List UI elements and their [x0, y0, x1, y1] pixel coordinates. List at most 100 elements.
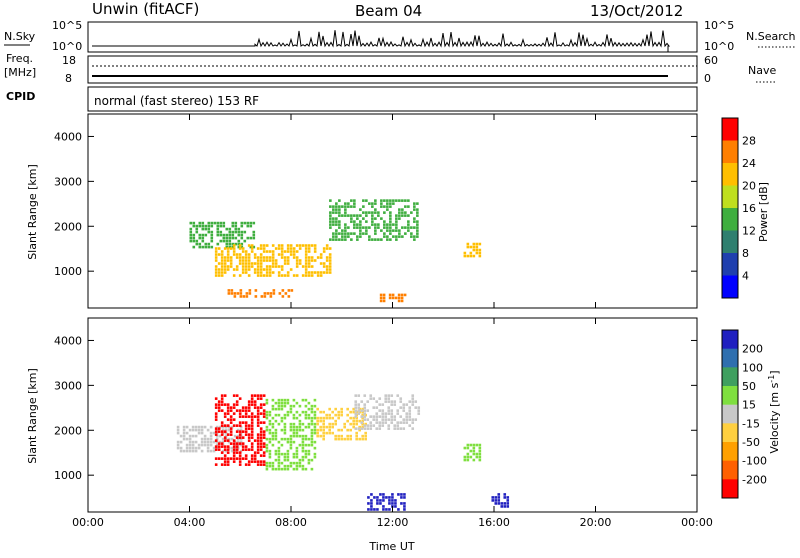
velocity-echo-cell	[215, 434, 219, 438]
power-echo-cell	[380, 229, 383, 232]
velocity-echo-cell	[250, 397, 254, 400]
power-echo-cell	[271, 271, 275, 274]
power-echo-cell	[386, 238, 389, 241]
velocity-echo-cell	[373, 496, 376, 499]
velocity-echo-cell	[226, 439, 230, 442]
velocity-echo-cell	[366, 427, 370, 430]
velocity-echo-cell	[408, 400, 412, 403]
power-echo-cell	[232, 247, 236, 250]
velocity-echo-cell	[206, 428, 210, 432]
velocity-echo-cell	[384, 400, 388, 403]
velocity-echo-cell	[463, 446, 467, 450]
power-echo-cell	[262, 244, 266, 247]
power-echo-cell	[268, 271, 272, 274]
power-echo-cell	[344, 211, 347, 214]
power-echo-cell	[278, 292, 282, 295]
power-echo-cell	[404, 205, 407, 208]
power-echo-cell	[265, 259, 269, 262]
power-echo-cell	[463, 251, 467, 255]
date-title: 13/Oct/2012	[590, 2, 683, 20]
velocity-echo-cell	[232, 454, 236, 457]
power-echo-cell	[220, 253, 224, 256]
velocity-echo-cell	[194, 434, 198, 438]
power-echo-cell	[416, 229, 419, 232]
power-echo-cell	[386, 202, 389, 205]
velocity-echo-cell	[256, 463, 260, 466]
power-panel-frame	[87, 113, 698, 309]
power-echo-cell	[268, 256, 272, 259]
power-echo-cell	[353, 202, 356, 205]
velocity-echo-cell	[367, 496, 370, 499]
velocity-colorbar-label-main: Velocity [	[768, 403, 781, 454]
velocity-echo-cell	[220, 445, 224, 448]
velocity-echo-cell	[244, 409, 248, 412]
velocity-echo-cell	[403, 505, 406, 508]
power-echo-cell	[220, 268, 224, 271]
power-echo-cell	[201, 233, 205, 237]
power-echo-cell	[220, 271, 224, 274]
power-echo-cell	[395, 235, 398, 238]
power-echo-cell	[262, 250, 266, 253]
velocity-echo-cell	[381, 409, 385, 412]
power-echo-cell	[259, 271, 263, 274]
velocity-echo-cell	[265, 413, 269, 417]
velocity-echo-cell	[229, 430, 233, 433]
velocity-echo-cell	[411, 394, 415, 397]
power-echo-cell	[377, 226, 380, 229]
velocity-echo-cell	[301, 443, 305, 447]
velocity-echo-cell	[233, 446, 237, 450]
power-echo-cell	[380, 202, 383, 205]
velocity-echo-cell	[241, 436, 245, 439]
power-echo-layer	[189, 199, 482, 303]
velocity-echo-cell	[221, 443, 225, 447]
power-echo-cell	[295, 259, 299, 262]
power-echo-cell	[220, 250, 224, 253]
velocity-echo-cell	[274, 401, 278, 405]
velocity-echo-cell	[247, 436, 251, 439]
power-echo-cell	[328, 247, 332, 250]
velocity-echo-cell	[271, 461, 275, 465]
velocity-echo-cell	[301, 437, 305, 441]
velocity-colorbar-segment	[722, 460, 738, 480]
velocity-echo-cell	[384, 397, 388, 400]
power-echo-cell	[392, 229, 395, 232]
velocity-echo-region	[265, 398, 317, 471]
velocity-echo-cell	[503, 496, 507, 499]
power-echo-cell	[292, 247, 296, 250]
power-echo-cell	[274, 265, 278, 268]
power-echo-cell	[332, 208, 335, 211]
velocity-echo-cell	[372, 424, 376, 427]
velocity-xtick-label: 20:00	[580, 516, 612, 529]
velocity-echo-cell	[363, 406, 367, 409]
power-echo-cell	[210, 239, 214, 243]
power-echo-cell	[389, 211, 392, 214]
velocity-echo-cell	[200, 440, 204, 444]
velocity-echo-cell	[214, 463, 218, 466]
velocity-echo-cell	[223, 448, 227, 451]
velocity-echo-cell	[354, 427, 358, 430]
power-echo-cell	[383, 235, 386, 238]
power-echo-cell	[226, 250, 230, 253]
power-echo-cell	[332, 211, 335, 214]
power-echo-cell	[225, 242, 229, 246]
velocity-echo-cell	[304, 425, 308, 429]
velocity-echo-cell	[277, 464, 281, 468]
power-echo-region	[379, 293, 407, 303]
velocity-echo-cell	[313, 422, 317, 426]
power-echo-cell	[256, 256, 260, 259]
power-echo-cell	[389, 238, 392, 241]
power-echo-cell	[392, 235, 395, 238]
velocity-echo-cell	[221, 449, 225, 453]
velocity-echo-cell	[283, 404, 287, 408]
power-echo-cell	[280, 253, 284, 256]
power-echo-cell	[216, 224, 220, 228]
velocity-echo-cell	[256, 421, 260, 424]
velocity-echo-cell	[220, 409, 224, 412]
power-ytick-label: 3000	[54, 175, 82, 188]
velocity-echo-cell	[283, 467, 287, 471]
velocity-echo-cell	[310, 419, 314, 423]
nsearch-label: N.Search	[746, 30, 796, 43]
velocity-echo-cell	[354, 406, 358, 409]
velocity-echo-cell	[301, 398, 305, 402]
